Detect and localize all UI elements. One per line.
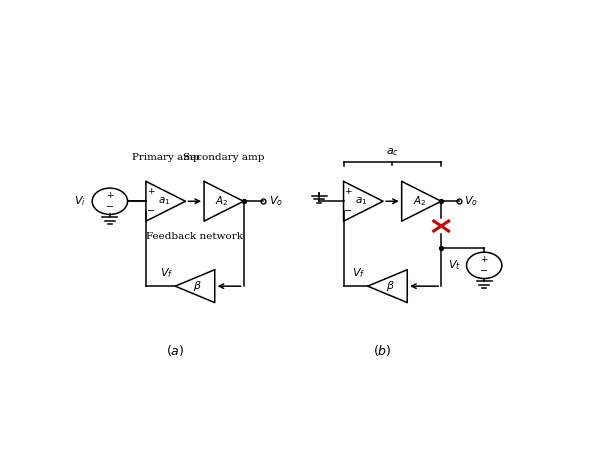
Text: $a_1$: $a_1$	[355, 195, 367, 207]
Text: $V_o$: $V_o$	[464, 194, 478, 208]
Text: $V_t$: $V_t$	[448, 258, 461, 272]
Text: $V_f$: $V_f$	[160, 266, 173, 280]
Text: Secondary amp: Secondary amp	[183, 153, 265, 162]
Text: $(b)$: $(b)$	[373, 343, 391, 358]
Text: $\beta$: $\beta$	[193, 279, 202, 293]
Text: $V_o$: $V_o$	[269, 194, 283, 208]
Text: +: +	[147, 187, 154, 196]
Text: $\beta$: $\beta$	[386, 279, 395, 293]
Text: $a_1$: $a_1$	[158, 195, 170, 207]
Text: +: +	[106, 191, 113, 200]
Text: +: +	[481, 255, 488, 264]
Text: $a_c$: $a_c$	[386, 146, 399, 158]
Text: −: −	[146, 206, 155, 216]
Text: $V_i$: $V_i$	[74, 194, 86, 208]
Text: +: +	[344, 187, 352, 196]
Text: Primary amp: Primary amp	[132, 153, 200, 162]
Text: Feedback network: Feedback network	[146, 232, 243, 241]
Text: $V_f$: $V_f$	[352, 266, 365, 280]
Text: −: −	[344, 206, 352, 216]
Text: $(a)$: $(a)$	[166, 343, 184, 358]
Text: $A_2$: $A_2$	[215, 194, 229, 208]
Text: $A_2$: $A_2$	[413, 194, 426, 208]
Text: −: −	[106, 202, 114, 212]
Text: −: −	[480, 266, 488, 276]
